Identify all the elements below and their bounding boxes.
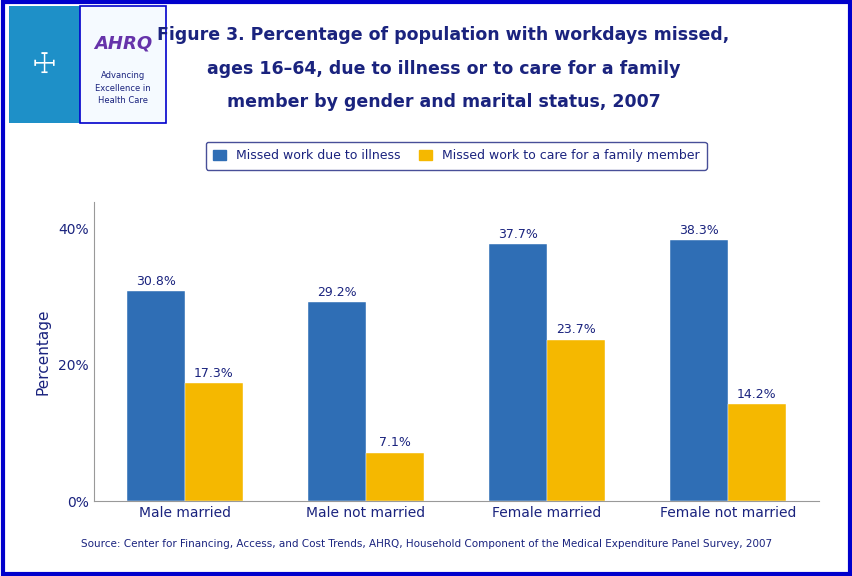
Text: 14.2%: 14.2% xyxy=(736,388,776,401)
Text: ☩: ☩ xyxy=(32,51,56,79)
Bar xyxy=(727,404,785,501)
Text: ages 16–64, due to illness or to care for a family: ages 16–64, due to illness or to care fo… xyxy=(206,60,680,78)
Legend: Missed work due to illness, Missed work to care for a family member: Missed work due to illness, Missed work … xyxy=(205,142,706,170)
Text: 30.8%: 30.8% xyxy=(135,275,176,288)
Text: 7.1%: 7.1% xyxy=(378,437,411,449)
Bar xyxy=(308,302,366,501)
Text: 29.2%: 29.2% xyxy=(317,286,356,299)
Text: member by gender and marital status, 2007: member by gender and marital status, 200… xyxy=(227,93,659,111)
Text: 38.3%: 38.3% xyxy=(678,224,718,237)
Text: Figure 3. Percentage of population with workdays missed,: Figure 3. Percentage of population with … xyxy=(158,26,728,44)
FancyBboxPatch shape xyxy=(9,6,79,123)
Text: 23.7%: 23.7% xyxy=(556,323,595,336)
Text: 37.7%: 37.7% xyxy=(498,228,538,241)
Bar xyxy=(546,340,604,501)
Y-axis label: Percentage: Percentage xyxy=(35,308,50,395)
FancyBboxPatch shape xyxy=(79,6,166,123)
Bar xyxy=(488,244,546,501)
Bar xyxy=(185,384,243,501)
Bar xyxy=(127,291,185,501)
Text: AHRQ: AHRQ xyxy=(94,35,152,53)
Text: 17.3%: 17.3% xyxy=(193,367,233,380)
Text: Advancing
Excellence in
Health Care: Advancing Excellence in Health Care xyxy=(95,71,151,105)
Bar xyxy=(366,453,423,501)
Text: Source: Center for Financing, Access, and Cost Trends, AHRQ, Household Component: Source: Center for Financing, Access, an… xyxy=(81,539,771,550)
Bar xyxy=(669,240,727,501)
